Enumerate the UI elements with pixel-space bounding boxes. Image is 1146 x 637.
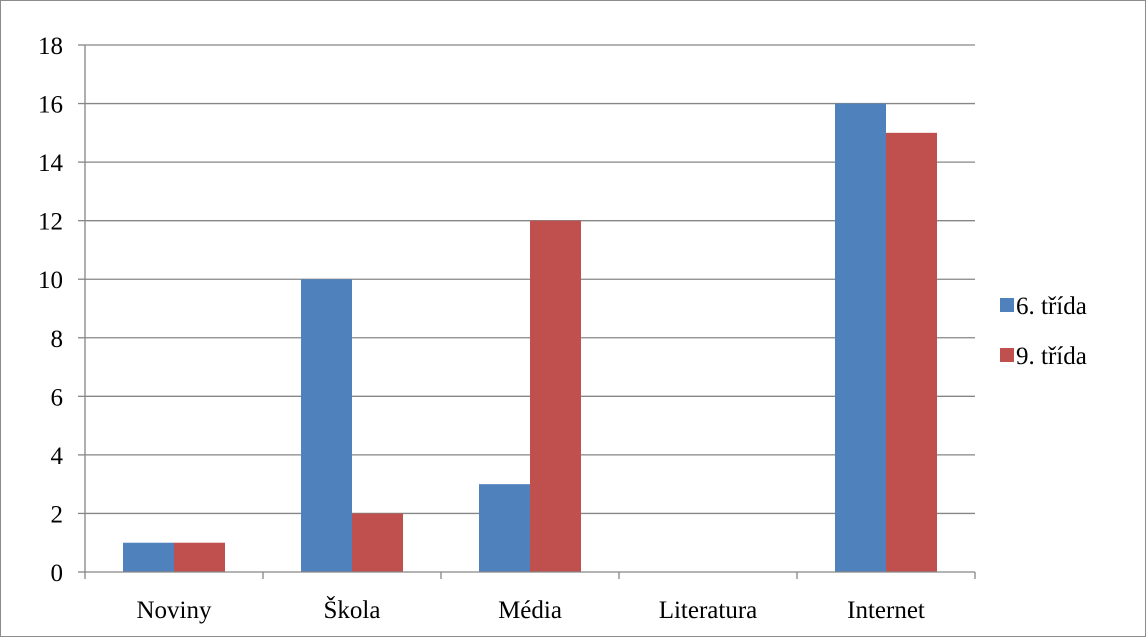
x-tick-label: Škola [324, 595, 381, 624]
y-tick-label: 10 [38, 267, 63, 294]
x-tick-label: Literatura [659, 597, 758, 624]
x-tick-label: Internet [847, 597, 925, 624]
y-tick-label: 4 [51, 443, 64, 470]
x-tick-label: Noviny [137, 597, 213, 624]
x-tick-label: Média [498, 597, 562, 624]
bar [352, 513, 403, 572]
bar [530, 220, 581, 572]
y-tick-labels: 0 2 4 6 8 10 12 14 16 18 [38, 33, 64, 587]
axes [78, 44, 976, 579]
y-tick-label: 2 [51, 501, 64, 528]
bar [886, 132, 937, 573]
bar [479, 484, 530, 572]
y-tick-label: 18 [38, 33, 63, 60]
legend-swatch [1000, 298, 1014, 312]
y-tick-label: 6 [51, 384, 64, 411]
y-tick-label: 8 [51, 326, 64, 353]
legend: 6. třída 9. třída [1000, 293, 1087, 370]
bar [123, 542, 174, 572]
legend-label: 6. třída [1016, 293, 1087, 320]
bars [123, 103, 937, 573]
y-tick-label: 12 [38, 209, 63, 236]
legend-label: 9. třída [1016, 343, 1087, 370]
bar [835, 103, 886, 573]
bar [301, 279, 352, 572]
y-tick-label: 14 [38, 150, 64, 177]
y-tick-label: 16 [38, 92, 63, 119]
bar [174, 542, 225, 572]
legend-swatch [1000, 348, 1014, 362]
x-tick-labels: Noviny Škola Média Literatura Internet [137, 595, 925, 624]
y-tick-label: 0 [51, 560, 64, 587]
